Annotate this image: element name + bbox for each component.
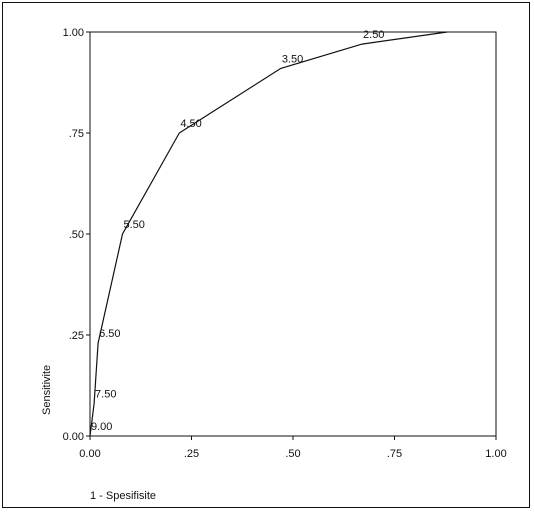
y-tick-label: .25 bbox=[69, 330, 84, 342]
x-tick-label: .50 bbox=[285, 448, 300, 460]
y-tick-label: .75 bbox=[69, 128, 84, 140]
threshold-label: 4.50 bbox=[180, 118, 201, 130]
series-group bbox=[89, 31, 448, 437]
plot-area-border bbox=[89, 31, 497, 437]
axes-group bbox=[89, 31, 497, 437]
y-axis-label: Sensitivite bbox=[41, 365, 53, 415]
y-tick-label: 0.00 bbox=[63, 431, 84, 443]
y-tick-label: .50 bbox=[69, 229, 84, 241]
threshold-label: 5.50 bbox=[123, 219, 144, 231]
ticks-group: 0.00 .25 .50 .75 1.00 0.00 .25 .50 .75 1.00 bbox=[63, 27, 507, 460]
threshold-label: 2.50 bbox=[363, 29, 384, 41]
threshold-label: 7.50 bbox=[95, 389, 116, 401]
threshold-label: 6.50 bbox=[99, 328, 120, 340]
x-tick-label: 1.00 bbox=[485, 448, 506, 460]
y-tick-label: 1.00 bbox=[63, 27, 84, 39]
roc-curve-line bbox=[89, 31, 448, 437]
threshold-label: 3.50 bbox=[282, 53, 303, 65]
x-tick-label: .75 bbox=[387, 448, 402, 460]
x-axis-label: 1 - Spesifisite bbox=[90, 490, 156, 502]
threshold-label: 9.00 bbox=[91, 421, 112, 433]
x-tick-label: .25 bbox=[184, 448, 199, 460]
annotations-group: 9.00 7.50 6.50 5.50 4.50 3.50 2.50 bbox=[91, 29, 384, 433]
x-tick-label: 0.00 bbox=[79, 448, 100, 460]
